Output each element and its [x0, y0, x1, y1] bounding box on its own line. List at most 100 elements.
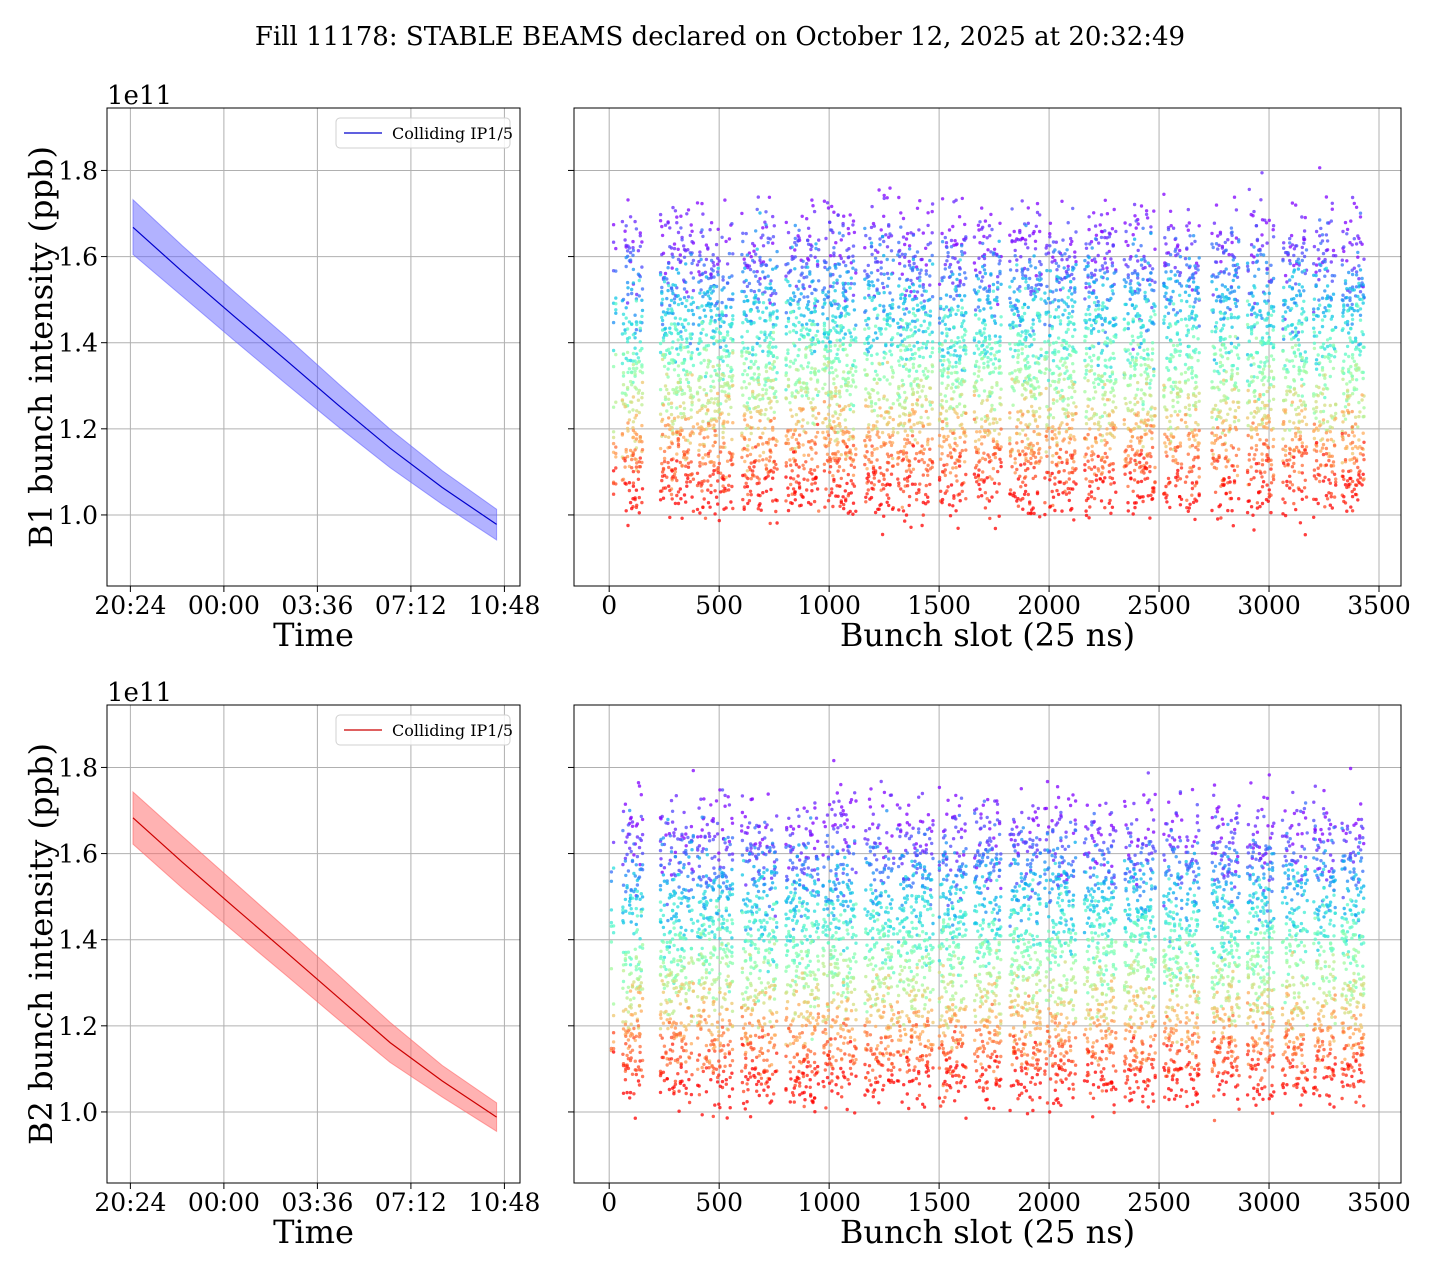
bunch-point — [806, 303, 810, 307]
bunch-point — [845, 298, 849, 302]
bunch-point — [1063, 371, 1067, 375]
bunch-point — [828, 266, 832, 270]
bunch-point — [1148, 277, 1152, 281]
bunch-point — [863, 269, 867, 273]
bunch-point — [909, 231, 913, 235]
bunch-point — [885, 284, 890, 288]
bunch-point — [796, 239, 800, 243]
bunch-point — [711, 364, 715, 369]
bunch-point — [963, 404, 967, 409]
bunch-point — [1314, 405, 1319, 410]
bunch-point — [1350, 317, 1355, 322]
bunch-point — [1312, 436, 1317, 441]
bunch-point — [668, 303, 672, 308]
bunch-point — [628, 215, 633, 219]
bunch-point — [679, 348, 683, 352]
bunch-point — [748, 267, 753, 272]
bunch-point — [661, 336, 666, 340]
bunch-point — [1312, 244, 1317, 249]
std-band — [132, 198, 498, 541]
bunch-point — [1318, 330, 1322, 335]
bunch-point — [695, 392, 700, 396]
bunch-point — [790, 414, 794, 418]
bunch-point — [851, 410, 856, 414]
bunch-point — [1168, 302, 1172, 306]
bunch-point — [1112, 271, 1116, 275]
bunch-point — [1320, 239, 1325, 243]
bunch-point — [1058, 372, 1063, 376]
bunch-point — [1153, 406, 1157, 411]
bunch-point — [825, 336, 830, 340]
bunch-point — [1020, 393, 1024, 397]
bunch-point — [1133, 291, 1137, 295]
bunch-point — [928, 258, 932, 263]
bunch-point — [1176, 243, 1180, 247]
bunch-point — [1324, 195, 1329, 199]
bunch-point — [1026, 246, 1030, 250]
bunch-point — [741, 270, 745, 274]
bunch-point — [784, 311, 788, 315]
bunch-point — [826, 412, 831, 416]
legend-label: Colliding IP1/5 — [392, 124, 513, 143]
bunch-point — [666, 307, 670, 311]
bunch-point — [638, 320, 642, 324]
bunch-point — [699, 257, 703, 262]
bunch-point — [752, 270, 756, 274]
bunch-point — [663, 223, 668, 227]
bunch-point — [784, 363, 788, 367]
bunch-point — [1071, 386, 1075, 390]
bunch-point — [1187, 366, 1192, 370]
bunch-point — [1356, 250, 1360, 255]
bunch-point — [724, 306, 728, 310]
bunch-point — [1084, 242, 1088, 246]
bunch-point — [926, 326, 930, 330]
bunch-point — [1053, 315, 1057, 320]
bunch-point — [898, 363, 902, 367]
bunch-point — [1211, 245, 1215, 250]
bunch-point — [1245, 299, 1250, 303]
bunch-point — [638, 275, 642, 279]
bunch-point — [919, 323, 923, 328]
bunch-point — [973, 268, 978, 272]
bunch-point — [689, 223, 693, 227]
bunch-point — [680, 301, 684, 306]
bunch-point — [838, 344, 842, 348]
bunch-point — [1358, 307, 1363, 311]
bunch-point — [845, 388, 849, 393]
bunch-point — [977, 394, 981, 398]
bunch-point — [1012, 389, 1016, 393]
bunch-point — [1246, 325, 1250, 330]
bunch-point — [668, 226, 672, 230]
bunch-point — [720, 312, 724, 317]
bunch-point — [716, 400, 720, 404]
bunch-point — [1235, 299, 1240, 303]
bunch-point — [1039, 392, 1043, 396]
bunch-point — [937, 316, 942, 320]
bunch-point — [698, 385, 702, 390]
bunch-point — [1066, 316, 1070, 320]
bunch-point — [1105, 266, 1109, 270]
bunch-point — [869, 241, 874, 245]
bunch-point — [1334, 411, 1338, 416]
bunch-point — [879, 266, 883, 270]
bunch-point — [911, 257, 916, 262]
bunch-point — [810, 291, 814, 296]
bunch-point — [973, 439, 978, 443]
bunch-point — [998, 343, 1002, 348]
bunch-point — [1220, 283, 1225, 287]
bunch-point — [716, 270, 720, 274]
bunch-point — [1318, 361, 1322, 365]
bunch-point — [822, 362, 827, 366]
bunch-point — [721, 435, 725, 440]
bunch-point — [1314, 273, 1318, 278]
bunch-point — [960, 244, 964, 248]
bunch-point — [958, 258, 962, 262]
bunch-point — [1348, 296, 1352, 300]
bunch-point — [817, 248, 821, 252]
bunch-point — [764, 391, 768, 396]
bunch-point — [763, 220, 767, 224]
bunch-point — [704, 393, 709, 397]
bunch-point — [834, 329, 838, 333]
bunch-point — [814, 246, 818, 251]
bunch-point — [1175, 279, 1180, 283]
